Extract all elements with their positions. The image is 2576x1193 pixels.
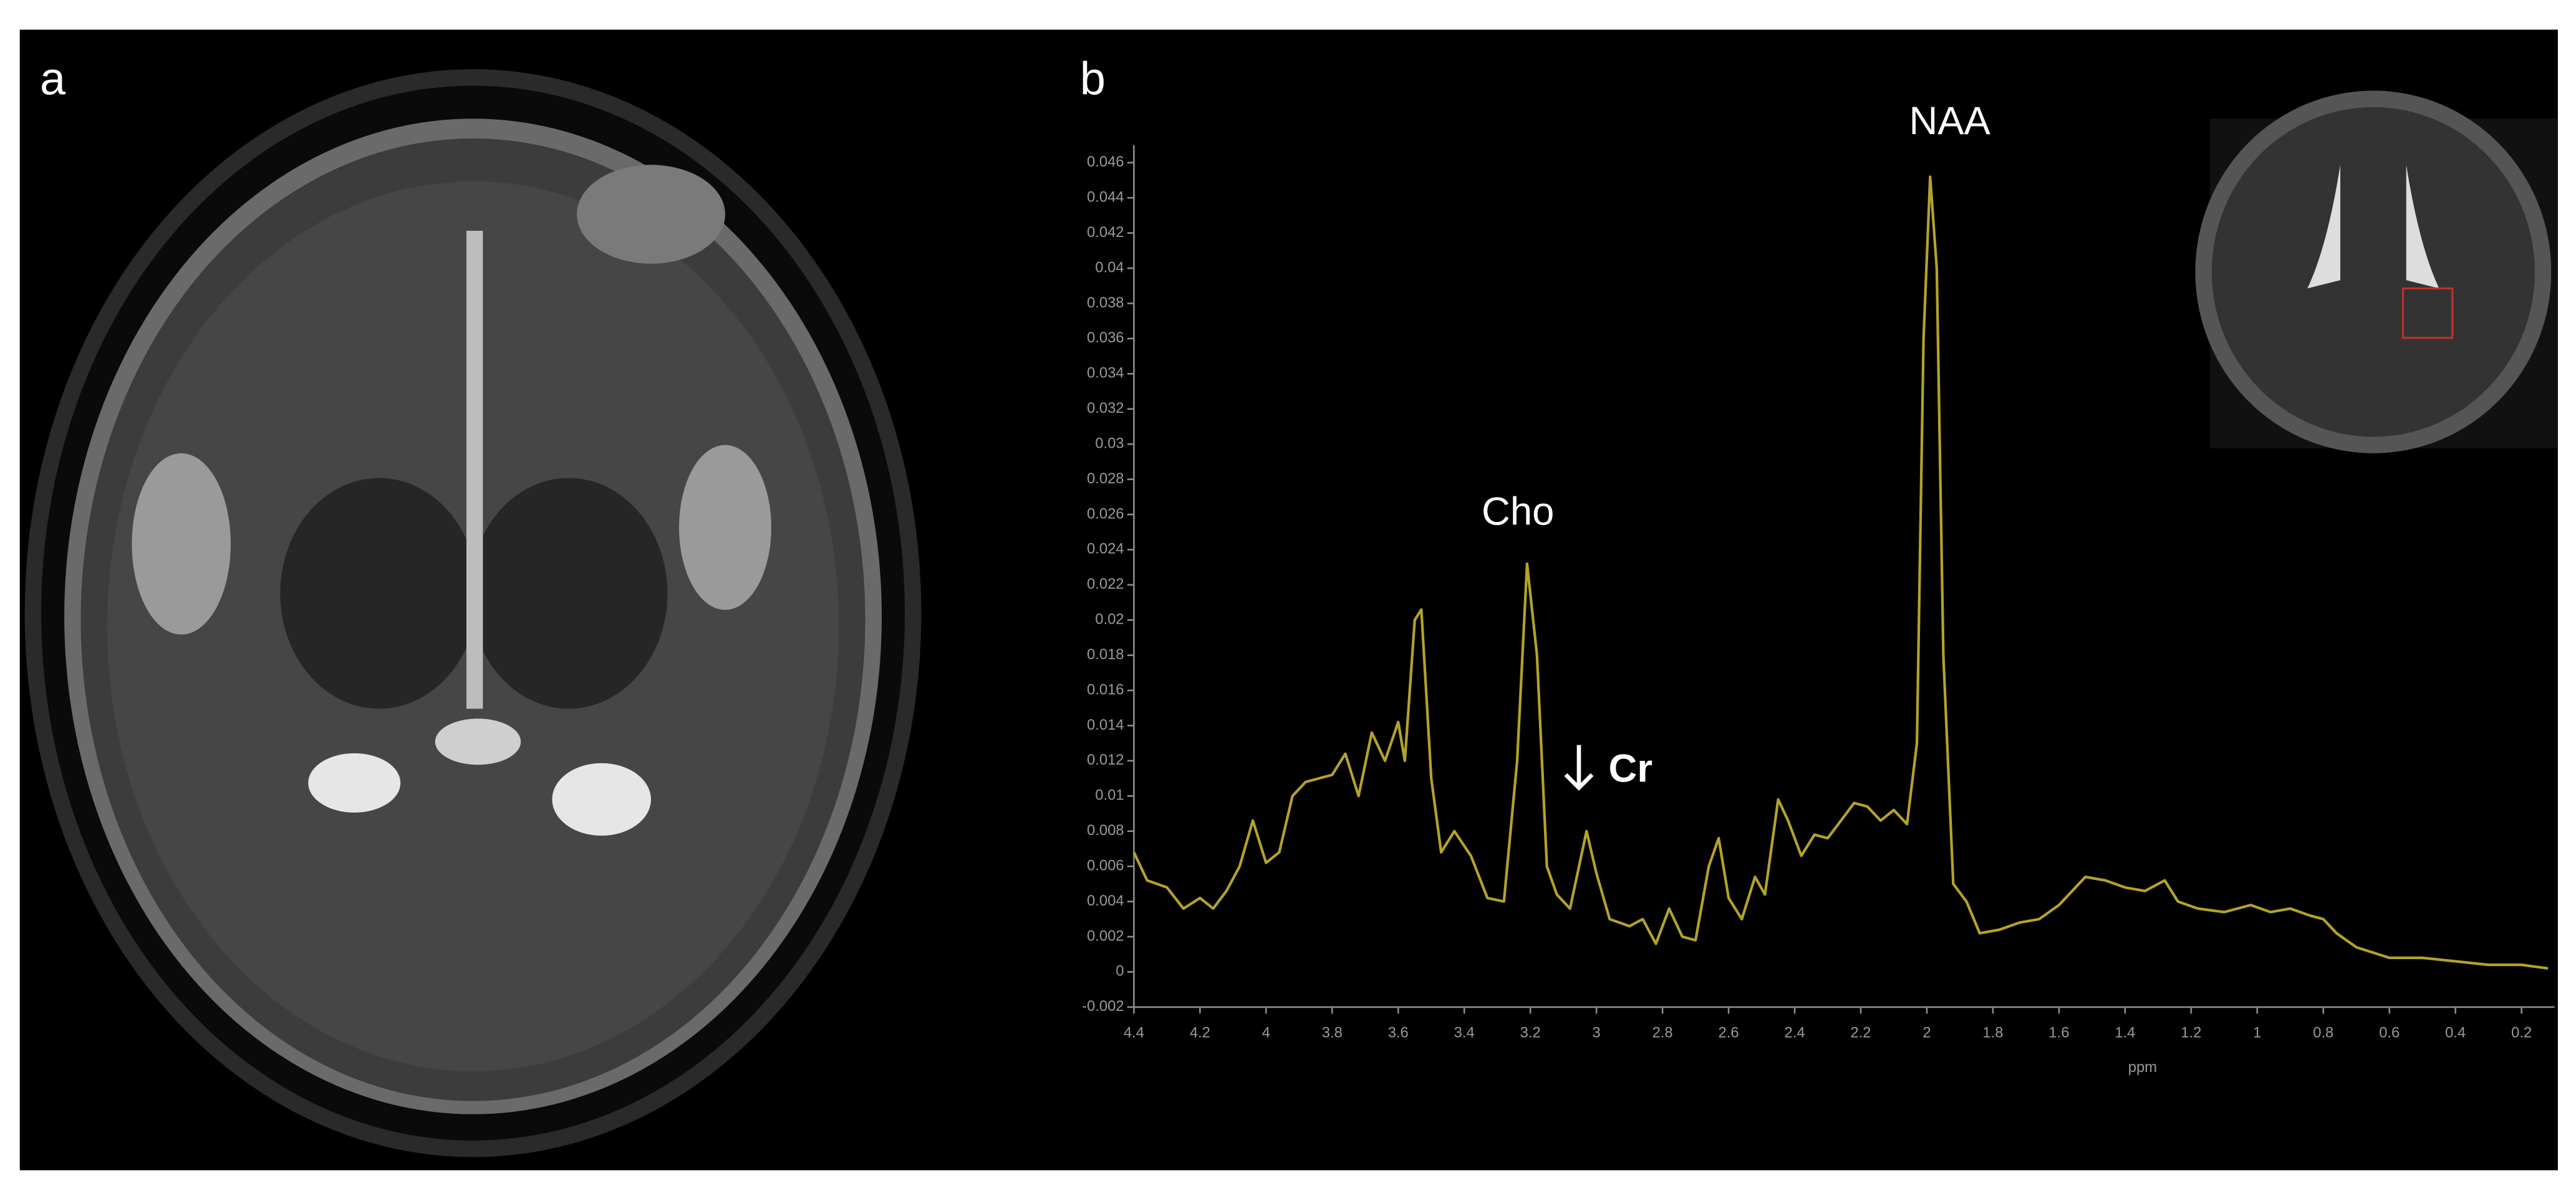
- y-tick-label: 0.034: [1087, 365, 1124, 382]
- y-tick-label: 0.018: [1087, 646, 1124, 663]
- x-tick-label: 3.6: [1388, 1024, 1409, 1041]
- y-tick-label: 0.012: [1087, 751, 1124, 768]
- peak-annotation: Cho: [1482, 490, 1554, 533]
- x-tick-label: 2: [1922, 1024, 1931, 1041]
- panel-label: a: [40, 53, 66, 105]
- x-tick-label: 2.6: [1719, 1024, 1739, 1041]
- x-tick-label: 1.2: [2181, 1024, 2201, 1041]
- y-tick-label: 0.044: [1087, 188, 1124, 205]
- x-tick-label: 0.2: [2511, 1024, 2532, 1041]
- x-tick-label: 4.2: [1190, 1024, 1210, 1041]
- x-tick-label: 1: [2253, 1024, 2261, 1041]
- x-tick-label: 0.4: [2445, 1024, 2466, 1041]
- y-tick-label: 0.024: [1087, 541, 1124, 558]
- x-tick-label: 1.4: [2115, 1024, 2135, 1041]
- mri-image: [24, 69, 922, 1157]
- y-tick-label: 0.01: [1095, 787, 1124, 804]
- y-tick-label: 0.016: [1087, 681, 1124, 698]
- y-tick-label: 0.006: [1087, 857, 1124, 874]
- cr-arrow: [1564, 745, 1594, 791]
- x-tick-label: 3.8: [1322, 1024, 1343, 1041]
- y-tick-label: 0.026: [1087, 505, 1124, 522]
- y-tick-label: 0.02: [1095, 611, 1124, 628]
- y-tick-label: 0.008: [1087, 822, 1124, 839]
- panel-label: b: [1080, 53, 1106, 105]
- x-tick-label: 0.8: [2313, 1024, 2333, 1041]
- y-tick-label: -0.002: [1082, 998, 1124, 1015]
- y-tick-label: 0.046: [1087, 153, 1124, 170]
- x-tick-label: 1.6: [2048, 1024, 2069, 1041]
- x-tick-label: 2.8: [1652, 1024, 1673, 1041]
- y-tick-label: 0.036: [1087, 329, 1124, 346]
- x-tick-label: 3.2: [1520, 1024, 1541, 1041]
- y-tick-label: 0.022: [1087, 576, 1124, 592]
- inset-image: [2195, 90, 2558, 453]
- peak-annotation: NAA: [1909, 99, 1990, 143]
- y-tick-label: 0.042: [1087, 224, 1124, 241]
- y-tick-label: 0.038: [1087, 294, 1124, 311]
- x-tick-label: 3.4: [1454, 1024, 1475, 1041]
- y-tick-label: 0.04: [1095, 259, 1124, 276]
- x-tick-label: 1.8: [1982, 1024, 2003, 1041]
- y-tick-label: 0: [1116, 963, 1124, 980]
- y-tick-label: 0.014: [1087, 717, 1124, 733]
- y-tick-label: 0.032: [1087, 400, 1124, 417]
- x-tick-label: 2.4: [1785, 1024, 1805, 1041]
- x-tick-label: 4: [1262, 1024, 1270, 1041]
- y-tick-label: 0.004: [1087, 892, 1124, 909]
- spectrum-line: [1132, 175, 2549, 970]
- x-tick-label: 0.6: [2379, 1024, 2400, 1041]
- x-tick-label: 3: [1593, 1024, 1601, 1041]
- x-axis-label: ppm: [2128, 1059, 2157, 1076]
- x-tick-label: 2.2: [1850, 1024, 1871, 1041]
- x-tick-label: 4.4: [1124, 1024, 1144, 1041]
- y-tick-label: 0.002: [1087, 927, 1124, 944]
- peak-annotation: Cr: [1609, 747, 1652, 791]
- y-tick-label: 0.028: [1087, 470, 1124, 487]
- y-tick-label: 0.03: [1095, 435, 1124, 452]
